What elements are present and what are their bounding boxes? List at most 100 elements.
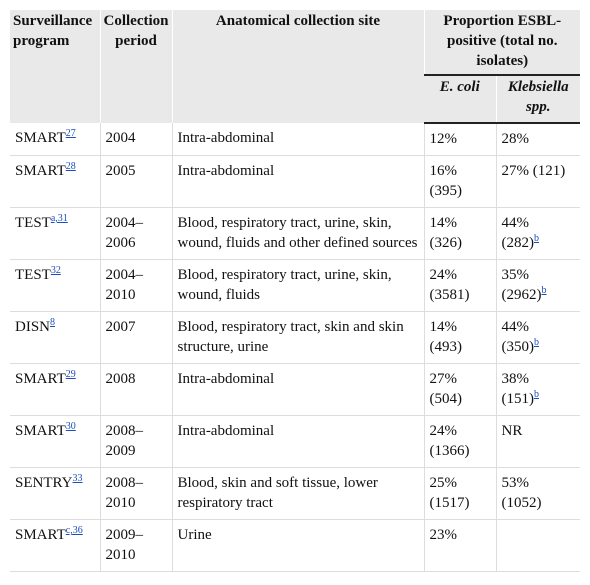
e-coli-cell: 16% (395) — [423, 155, 496, 208]
reference-link[interactable]: b — [534, 337, 539, 348]
klebsiella-text: 44% (350) — [501, 319, 535, 355]
klebsiella-text: 35% (2962) — [501, 267, 542, 303]
klebsiella-cell: 44% (282)b — [495, 207, 581, 260]
program-cell: SMART30 — [10, 415, 100, 468]
program-cell: SMART29 — [10, 363, 100, 416]
reference: 33 — [73, 473, 83, 484]
period-cell: 2008–2010 — [99, 467, 172, 520]
site-cell: Blood, respiratory tract, urine, skin, w… — [171, 207, 424, 260]
period: 2008 — [105, 371, 136, 387]
reference: 29 — [66, 369, 76, 380]
klebsiella-cell — [495, 519, 581, 572]
period: 2004 — [105, 130, 136, 146]
table-row: DISN8 2007 Blood, respiratory tract, skin … — [10, 311, 581, 364]
reference: a,31 — [51, 213, 68, 224]
reference: 30 — [66, 421, 76, 432]
program-cell: SMART27 — [10, 123, 100, 156]
e-coli-value: 14% (493) — [429, 319, 463, 355]
e-coli-cell: 27% (504) — [423, 363, 496, 416]
e-coli-value: 24% (1366) — [429, 423, 470, 459]
period-cell: 2009–2010 — [99, 519, 172, 572]
reference-link[interactable]: c,36 — [65, 525, 83, 536]
table-row: SMART27 2004 Intra-abdominal 12% 28% — [10, 123, 581, 156]
e-coli-value: 14% (326) — [429, 215, 463, 251]
period: 2004–2006 — [105, 215, 144, 251]
klebsiella-text: 53% (1052) — [501, 475, 542, 511]
period-cell: 2004–2010 — [99, 259, 172, 312]
site-cell: Intra-abdominal — [171, 415, 424, 468]
klebsiella-value: 38% (151)b — [502, 369, 568, 409]
site: Blood, respiratory tract, urine, skin, w… — [177, 267, 392, 303]
site: Urine — [177, 527, 212, 543]
reference: 8 — [50, 317, 55, 328]
e-coli-value: 24% (3581) — [429, 267, 470, 303]
reference: b — [534, 337, 539, 348]
program-name: SMART — [15, 371, 66, 387]
klebsiella-cell: 28% — [495, 123, 581, 156]
subheader-cell: Klebsiella spp. — [495, 74, 581, 124]
e-coli-cell: 25% (1517) — [423, 467, 496, 520]
klebsiella-value: 44% (282)b — [502, 213, 568, 253]
e-coli-value: 12% — [429, 131, 458, 147]
reference-link[interactable]: 29 — [65, 369, 76, 380]
reference-link[interactable]: 32 — [50, 265, 61, 276]
klebsiella-text: 27% (121) — [501, 163, 566, 179]
e-coli-value: 16% (395) — [429, 163, 463, 199]
table-row: SENTRY33 2008–2010 Blood, skin and soft ti… — [10, 467, 581, 520]
period: 2009–2010 — [105, 527, 144, 563]
site: Intra-abdominal — [177, 423, 275, 439]
period-cell: 2008 — [99, 363, 172, 416]
period: 2008–2010 — [105, 475, 144, 511]
reference: b — [534, 233, 539, 244]
reference-link[interactable]: b — [534, 233, 539, 244]
klebsiella-value: 27% (121) — [502, 161, 568, 181]
header-cell: Anatomical collection site — [171, 10, 424, 123]
klebsiella-cell: NR — [495, 415, 581, 468]
klebsiella-cell: 44% (350)b — [495, 311, 581, 364]
site: Intra-abdominal — [177, 163, 275, 179]
e-coli-value: 25% (1517) — [429, 475, 470, 511]
klebsiella-text: 44% (282) — [501, 215, 535, 251]
reference-link[interactable]: 28 — [65, 161, 76, 172]
site-cell: Blood, respiratory tract, skin and skin … — [171, 311, 424, 364]
reference-link[interactable]: 27 — [65, 128, 76, 139]
subheader-cell: E. coli — [424, 74, 496, 124]
reference-link[interactable]: b — [541, 285, 547, 296]
reference: b — [542, 285, 547, 296]
program-cell: SMART28 — [10, 155, 100, 208]
program-cell: DISN8 — [10, 311, 100, 364]
period: 2005 — [105, 163, 136, 179]
reference: 28 — [66, 161, 76, 172]
klebsiella-cell: 27% (121) — [495, 155, 581, 208]
e-coli-value: 23% — [429, 527, 458, 543]
site-cell: Blood, skin and soft tissue, lower respi… — [171, 467, 424, 520]
site-cell: Intra-abdominal — [171, 363, 424, 416]
program-name: SMART — [15, 527, 66, 543]
e-coli-cell: 24% (1366) — [423, 415, 496, 468]
reference-link[interactable]: 8 — [50, 317, 56, 328]
header-cell: Collection period — [99, 10, 172, 123]
program-name: SMART — [15, 130, 66, 146]
table-header: Surveillance program Collection period A… — [10, 10, 581, 124]
klebsiella-text: 28% — [501, 131, 530, 147]
reference-link[interactable]: 30 — [65, 421, 76, 432]
site-cell: Intra-abdominal — [171, 155, 424, 208]
site: Blood, respiratory tract, skin and skin … — [177, 319, 404, 355]
klebsiella-value: 53% (1052) — [502, 473, 568, 513]
site: Blood, respiratory tract, urine, skin, w… — [177, 215, 418, 251]
e-coli-cell: 23% — [423, 519, 496, 572]
klebsiella-value: 35% (2962)b — [502, 265, 568, 305]
site: Intra-abdominal — [177, 130, 275, 146]
table-row: SMART29 2008 Intra-abdominal 27% (504) 38% (… — [10, 363, 581, 416]
period: 2004–2010 — [105, 267, 144, 303]
reference-link[interactable]: b — [534, 389, 539, 400]
reference-link[interactable]: 33 — [72, 473, 83, 484]
esbl-table: Surveillance program Collection period A… — [10, 10, 581, 572]
program-cell: TESTa,31 — [10, 207, 100, 260]
program-name: TEST — [15, 267, 51, 283]
reference-link[interactable]: a,31 — [50, 213, 68, 224]
site-cell: Urine — [171, 519, 424, 572]
period-cell: 2008–2009 — [99, 415, 172, 468]
program-name: DISN — [15, 319, 51, 335]
